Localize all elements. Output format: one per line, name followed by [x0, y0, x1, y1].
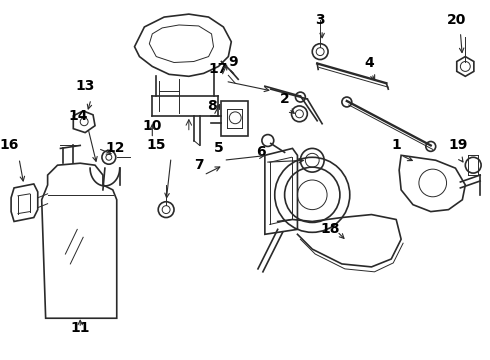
Text: 16: 16 — [0, 139, 19, 152]
Text: 8: 8 — [207, 99, 217, 113]
Text: 10: 10 — [143, 119, 162, 133]
Text: 11: 11 — [71, 321, 90, 335]
Text: 17: 17 — [209, 62, 228, 76]
Text: 7: 7 — [194, 158, 203, 172]
Text: 4: 4 — [365, 57, 374, 71]
Text: 15: 15 — [147, 139, 166, 152]
Text: 20: 20 — [447, 13, 466, 27]
Text: 12: 12 — [105, 141, 124, 156]
Text: 5: 5 — [214, 141, 223, 156]
Text: 14: 14 — [69, 109, 88, 123]
Text: 6: 6 — [256, 145, 266, 159]
Text: 19: 19 — [449, 139, 468, 152]
Text: 13: 13 — [75, 79, 95, 93]
Text: 2: 2 — [280, 92, 290, 106]
Text: 18: 18 — [320, 222, 340, 237]
Text: 9: 9 — [228, 54, 238, 68]
Text: 1: 1 — [392, 139, 401, 152]
Text: 3: 3 — [316, 13, 325, 27]
